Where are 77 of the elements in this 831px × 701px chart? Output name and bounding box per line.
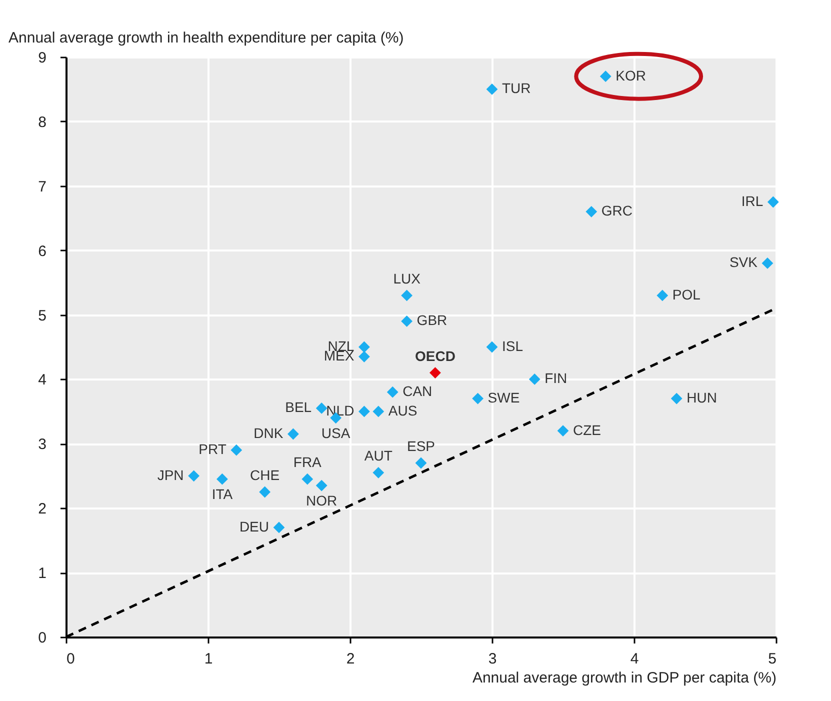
- series-label: NOR: [306, 492, 338, 509]
- point: [472, 392, 484, 404]
- y-tick-label: 6: [38, 242, 46, 260]
- point: [762, 258, 774, 269]
- point: [358, 406, 370, 418]
- point: [401, 290, 412, 302]
- point: [486, 84, 498, 95]
- point: [316, 402, 328, 414]
- series-label: CAN: [402, 383, 432, 400]
- x-tick-label: 2: [346, 650, 355, 668]
- point: [430, 367, 441, 378]
- point: [358, 341, 370, 353]
- series-label: FIN: [544, 370, 568, 386]
- point: [316, 480, 328, 492]
- point: [415, 457, 427, 469]
- point: [401, 316, 412, 327]
- series-label: POL: [672, 286, 701, 302]
- series-label: BEL: [285, 399, 312, 416]
- series-label: USA: [321, 424, 351, 441]
- point: [372, 466, 384, 478]
- point: [670, 392, 682, 404]
- point: [259, 486, 270, 498]
- y-tick-label: 9: [38, 50, 46, 66]
- series-label: PRT: [198, 441, 227, 458]
- series-label: ESP: [406, 438, 436, 454]
- series-label: AUT: [364, 448, 393, 464]
- x-tick-label: 4: [630, 650, 639, 668]
- series-label: DEU: [239, 518, 269, 534]
- series-label: DNK: [254, 425, 284, 441]
- x-axis-title: Annual average growth in GDP per capita (%): [472, 670, 776, 686]
- point: [656, 290, 668, 302]
- point: [216, 473, 228, 485]
- point: [528, 374, 540, 385]
- point: [600, 70, 612, 82]
- series-label: GBR: [416, 312, 448, 328]
- y-tick-label: 7: [38, 178, 46, 196]
- point: [486, 341, 498, 353]
- point: [230, 444, 242, 456]
- point: [273, 522, 285, 534]
- series-label: LUX: [393, 270, 422, 286]
- series-label: KOR: [616, 67, 646, 84]
- point: [586, 206, 598, 218]
- series-label: IRL: [741, 193, 764, 209]
- point: [372, 406, 384, 418]
- point: [767, 196, 779, 208]
- series-label: FRA: [293, 454, 322, 470]
- y-tick-label: 0: [38, 630, 46, 646]
- x-tick-label: 1: [204, 650, 213, 668]
- series-label: CHE: [250, 467, 280, 483]
- series-label: SVK: [729, 254, 758, 270]
- x-tick-label: 0: [66, 650, 75, 668]
- series-label: SWE: [488, 390, 520, 406]
- series-label: NLD: [326, 402, 354, 418]
- series-label: AUS: [388, 402, 418, 418]
- point: [557, 425, 569, 436]
- series-label: CZE: [573, 422, 601, 438]
- series-label: ITA: [212, 486, 234, 502]
- x-tick-label: 5: [768, 650, 776, 668]
- point: [358, 350, 370, 362]
- point: [386, 386, 398, 398]
- series-label: GRC: [601, 202, 633, 219]
- y-tick-label: 8: [38, 114, 46, 131]
- y-axis-title: Annual average growth in health expenditure per capita (%): [8, 30, 404, 46]
- y-tick-label: 1: [38, 565, 46, 582]
- point: [302, 473, 314, 485]
- series-label: OECD: [414, 348, 456, 364]
- series-label: JPN: [157, 466, 184, 483]
- point: [188, 470, 200, 482]
- x-tick-label: 3: [488, 650, 497, 668]
- series-label: ISL: [502, 338, 524, 354]
- series-label: TUR: [502, 80, 531, 96]
- series-label: HUN: [686, 390, 717, 406]
- y-tick-label: 3: [38, 436, 46, 454]
- y-tick-label: 5: [38, 307, 46, 324]
- y-tick-label: 4: [38, 372, 46, 389]
- point: [288, 428, 299, 440]
- y-tick-label: 2: [38, 500, 46, 518]
